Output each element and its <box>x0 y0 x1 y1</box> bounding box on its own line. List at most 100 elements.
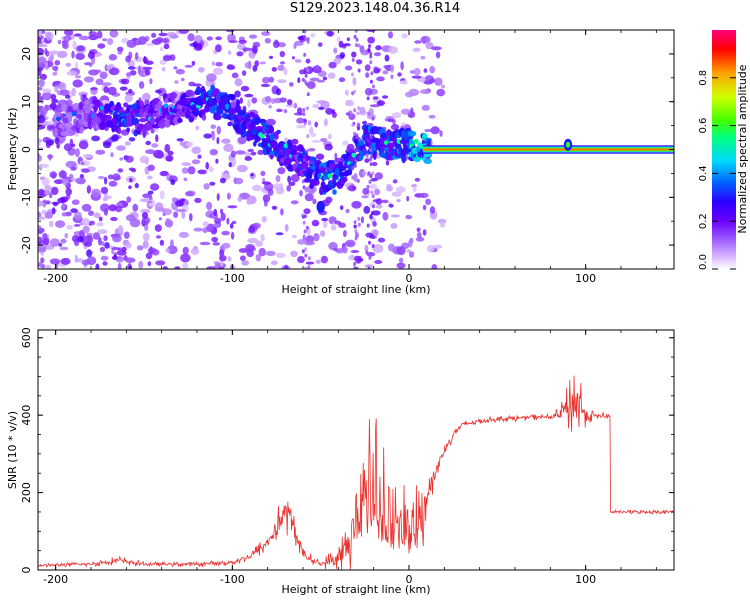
heatmap-cell <box>252 184 262 192</box>
heatmap-cell <box>154 224 162 232</box>
heatmap-cell <box>390 74 394 79</box>
heatmap-cell <box>142 240 149 249</box>
heatmap-cell <box>59 246 69 251</box>
heatmap-cell <box>178 231 189 238</box>
heatmap-cell <box>49 50 60 55</box>
heatmap-cell <box>374 172 383 180</box>
heatmap-cell <box>129 177 133 183</box>
heatmap-cell <box>56 50 68 59</box>
heatmap-cell <box>123 102 129 108</box>
heatmap-cell <box>128 265 133 269</box>
heatmap-cell <box>56 116 61 122</box>
heatmap-cell <box>206 73 217 82</box>
heatmap-cell <box>48 220 54 228</box>
heatmap-cell <box>357 43 361 48</box>
heatmap-cell <box>284 137 288 143</box>
heatmap-cell <box>224 103 230 110</box>
heatmap-cell <box>328 61 337 69</box>
heatmap-cell <box>184 64 194 68</box>
heatmap-cell <box>38 163 50 168</box>
heatmap-cell <box>422 204 427 211</box>
heatmap-cell <box>191 159 201 165</box>
heatmap-cell <box>235 99 241 107</box>
heatmap-cell <box>159 239 165 246</box>
heatmap-cell <box>158 217 162 221</box>
heatmap-cell <box>327 173 333 179</box>
x-tick-label: 0 <box>406 573 413 586</box>
heatmap-cell <box>99 71 108 80</box>
heatmap-cell <box>338 77 346 83</box>
heatmap-cell <box>206 201 213 211</box>
heatmap-cell <box>373 52 382 57</box>
heatmap-cell <box>369 213 373 220</box>
x-tick-label: -200 <box>43 272 68 285</box>
heatmap-cell <box>396 199 401 203</box>
heatmap-cell <box>342 246 348 254</box>
heatmap-cell <box>130 168 137 173</box>
heatmap-cell <box>215 61 223 67</box>
heatmap-cell <box>182 246 189 255</box>
heatmap-cell <box>111 134 119 142</box>
heatmap-cell <box>78 140 89 150</box>
heatmap-cell <box>219 249 225 257</box>
heatmap-cell <box>248 34 258 39</box>
heatmap-cell <box>362 120 368 125</box>
heatmap-cell <box>197 154 202 159</box>
heatmap-cell <box>47 124 56 130</box>
heatmap-cell <box>117 51 123 55</box>
heatmap-cell <box>76 258 84 263</box>
heatmap-cell <box>440 84 446 89</box>
heatmap-cell <box>154 202 164 211</box>
heatmap-cell <box>303 208 311 215</box>
heatmap-cell <box>415 236 425 242</box>
heatmap-cell <box>368 255 372 260</box>
heatmap-cell <box>38 111 41 117</box>
heatmap-cell <box>362 170 367 176</box>
y-tick-label: 0 <box>20 567 33 574</box>
y-tick-label: 400 <box>20 405 33 426</box>
heatmap-cell <box>309 156 316 162</box>
heatmap-cell <box>303 30 307 34</box>
heatmap-cell <box>312 198 317 205</box>
heatmap-cell <box>376 100 385 106</box>
heatmap-cell <box>357 222 361 227</box>
heatmap-cell <box>84 107 92 114</box>
heatmap-cell <box>279 51 285 58</box>
heatmap-cell <box>136 245 144 251</box>
heatmap-cell <box>345 112 351 116</box>
heatmap-cell <box>353 220 357 225</box>
heatmap-cell <box>360 49 370 56</box>
heatmap-cell <box>177 117 183 124</box>
heatmap-cell <box>192 41 198 48</box>
heatmap-cell <box>259 133 265 139</box>
heatmap-cell <box>357 216 361 221</box>
heatmap-cell <box>371 210 381 216</box>
heatmap-cell <box>175 200 184 207</box>
heatmap-cell <box>39 107 48 115</box>
heatmap-cell <box>302 109 305 114</box>
heatmap-cell <box>375 198 383 205</box>
heatmap-cell <box>230 150 236 158</box>
heatmap-cell <box>138 81 145 89</box>
heatmap-cell <box>38 200 44 207</box>
heatmap-cell <box>102 261 108 266</box>
heatmap-cell <box>302 158 306 162</box>
heatmap-cell <box>372 244 384 254</box>
heatmap-cell <box>255 254 261 262</box>
heatmap-cell <box>426 139 431 148</box>
heatmap-cell <box>390 214 400 218</box>
heatmap-cell <box>377 237 386 243</box>
heatmap-cell <box>369 174 373 179</box>
heatmap-cell <box>357 155 364 161</box>
heatmap-cell <box>74 33 82 37</box>
heatmap-cell <box>258 247 266 257</box>
heatmap-cell <box>112 234 122 243</box>
heatmap-cell <box>49 103 57 109</box>
heatmap-cell <box>210 81 216 86</box>
y-tick-label: 200 <box>20 482 33 503</box>
spectrogram-x-axis: -200 -100 0 100 <box>43 30 657 285</box>
heatmap-cell <box>170 239 174 249</box>
heatmap-cell <box>246 249 254 258</box>
heatmap-cell <box>368 240 371 245</box>
heatmap-cell <box>78 35 90 41</box>
